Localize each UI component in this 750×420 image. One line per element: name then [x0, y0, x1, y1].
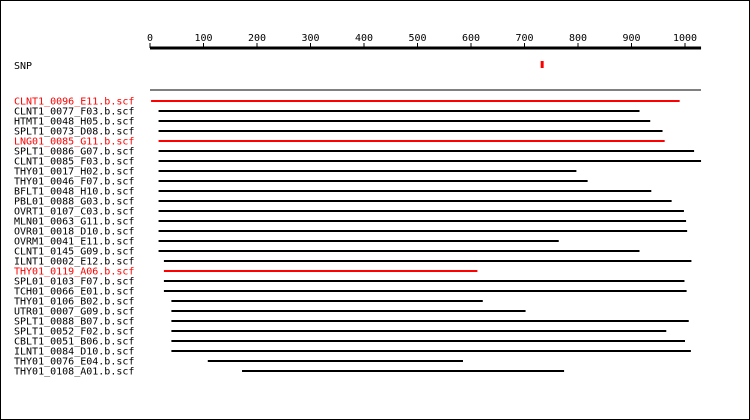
read-name: CLNT1_0085_F03.b.scf [14, 157, 134, 168]
read-name: BFLT1_0048_H10.b.scf [14, 187, 134, 198]
axis-tick-label: 100 [194, 33, 212, 44]
read-name: MLN01_0063_G11.b.scf [14, 217, 134, 228]
read-name: OVRT1_0107_C03.b.scf [14, 207, 134, 218]
read-name: SPL01_0103_F07.b.scf [14, 277, 134, 288]
axis-tick-label: 300 [301, 33, 319, 44]
axis-tick-label: 500 [408, 33, 426, 44]
read-name: SPLT1_0088_B07.b.scf [14, 317, 134, 328]
axis-tick-label: 200 [248, 33, 266, 44]
read-name: CLNT1_0096_E11.b.scf [14, 97, 134, 108]
read-name: SPLT1_0073_D08.b.scf [14, 127, 134, 138]
read-name: CLNT1_0145_G09.b.scf [14, 247, 134, 258]
axis-tick-label: 900 [622, 33, 640, 44]
read-name: THY01_0017_H02.b.scf [14, 167, 134, 178]
axis-tick-label: 600 [462, 33, 480, 44]
snp-label: SNP [14, 61, 32, 72]
axis-tick-label: 400 [355, 33, 373, 44]
read-name: ILNT1_0002_E12.b.scf [14, 257, 134, 268]
axis-tick-label: 0 [147, 33, 153, 44]
read-name: SPLT1_0086_G07.b.scf [14, 147, 134, 158]
read-name: OVRM1_0041_E11.b.scf [14, 237, 134, 248]
read-name: THY01_0108_A01.b.scf [14, 367, 134, 378]
reads-list: CLNT1_0096_E11.b.scfCLNT1_0077_F03.b.scf… [14, 97, 702, 378]
read-name: PBL01_0088_G03.b.scf [14, 197, 134, 208]
snp-track: SNP [14, 61, 544, 72]
read-name: SPLT1_0052_F02.b.scf [14, 327, 134, 338]
read-name: OVR01_0018_D10.b.scf [14, 227, 134, 238]
axis-tick-label: 700 [515, 33, 533, 44]
axis-tick-label: 1000 [673, 33, 697, 44]
read-name: CLNT1_0077_F03.b.scf [14, 107, 134, 118]
axis-tick-label: 800 [569, 33, 587, 44]
read-name: THY01_0106_B02.b.scf [14, 297, 134, 308]
read-name: THY01_0076_E04.b.scf [14, 357, 134, 368]
read-name: HTMT1_0048_H05.b.scf [14, 117, 134, 128]
read-name: CBLT1_0051_B06.b.scf [14, 337, 134, 348]
read-name: THY01_0046_F07.b.scf [14, 177, 134, 188]
read-name: TCH01_0066_E01.b.scf [14, 287, 134, 298]
read-name: LNG01_0085_G11.b.scf [14, 137, 134, 148]
snp-marker [540, 61, 544, 68]
position-axis: 0 100 200 300 400 500 600 700 800 900 1000 [147, 33, 702, 50]
read-name: THY01_0119_A06.b.scf [14, 267, 134, 278]
read-name: ILNT1_0084_D10.b.scf [14, 347, 134, 358]
read-name: UTR01_0007_G09.b.scf [14, 307, 134, 318]
